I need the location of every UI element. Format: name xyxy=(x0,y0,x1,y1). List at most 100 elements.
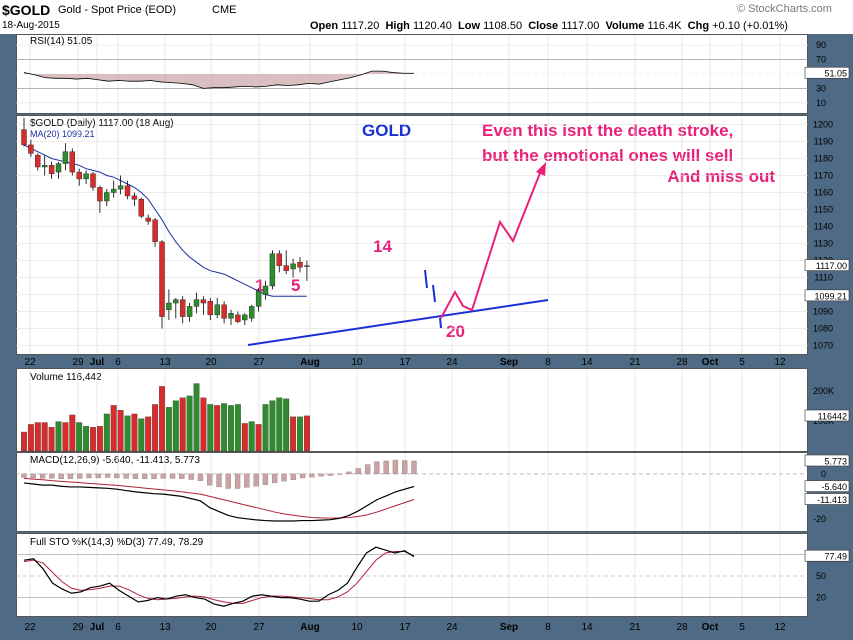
close-price-tag: 1117.00 xyxy=(816,261,847,271)
date-axis-label: 12 xyxy=(774,357,786,368)
volume-bar xyxy=(207,404,214,452)
candle-body xyxy=(62,151,69,164)
macd-histogram-bar xyxy=(21,473,27,478)
volume-bar xyxy=(55,421,62,452)
macd-value-tag: -5.640 xyxy=(821,482,847,492)
sto-axis-tick: 20 xyxy=(816,593,826,603)
date-axis-label: 20 xyxy=(205,357,217,368)
candle-body xyxy=(35,154,41,168)
date-axis-label-bottom: 10 xyxy=(351,622,363,633)
candle-body xyxy=(55,163,62,173)
date-axis-label-bottom: 22 xyxy=(24,622,36,633)
volume-bar xyxy=(76,422,83,452)
macd-histogram-bar xyxy=(234,473,241,489)
macd-histogram-bar xyxy=(364,464,371,475)
date-axis-label-bottom: Sep xyxy=(500,622,518,633)
macd-histogram-bar xyxy=(142,473,148,480)
macd-histogram-bar xyxy=(132,473,139,480)
date-axis-label: 29 xyxy=(72,357,84,368)
close-value: 1117.00 xyxy=(561,20,600,32)
rsi-axis-tick: 10 xyxy=(816,98,826,108)
candle-body xyxy=(276,253,282,266)
candle-body xyxy=(200,299,207,304)
macd-pane xyxy=(16,452,808,532)
macd-signal-tag: -11.413 xyxy=(817,495,847,505)
macd-signal-tag-box xyxy=(804,493,850,505)
macd-axis-tick: 0 xyxy=(821,469,826,479)
candle-body xyxy=(297,262,303,268)
price-axis-tick: 1160 xyxy=(814,188,833,198)
stockcharts-brand: © StockCharts.com xyxy=(737,3,832,15)
price-axis-tick: 1170 xyxy=(814,171,833,181)
sto-k-line xyxy=(23,546,415,607)
candle-body xyxy=(173,299,179,304)
support-trendline xyxy=(247,299,549,346)
volume-bar xyxy=(234,404,241,452)
volume-bar xyxy=(241,423,248,452)
macd-histogram-bar xyxy=(207,473,213,486)
projection-tick-1 xyxy=(424,269,428,289)
volume-bar xyxy=(34,422,41,452)
candle-body xyxy=(21,129,27,146)
volume-bar xyxy=(21,431,27,452)
macd-histogram-bar xyxy=(272,473,278,484)
macd-histogram-bar xyxy=(160,473,166,479)
candle-body xyxy=(104,192,110,202)
candle-body xyxy=(179,299,186,317)
volume-bar xyxy=(62,422,69,452)
price-axis-tick: 1140 xyxy=(814,222,833,232)
candle-body xyxy=(97,187,103,202)
macd-histogram-bar xyxy=(95,473,101,479)
date-axis-label-bottom: 13 xyxy=(159,622,171,633)
open-value: 1117.20 xyxy=(341,20,380,32)
volume-bar xyxy=(283,398,290,452)
macd-histogram-bar xyxy=(104,473,111,478)
volume-bar xyxy=(117,409,124,452)
chart-header: $GOLD Gold - Spot Price (EOD) CME 18-Aug… xyxy=(0,0,853,34)
date-axis-label-bottom: Aug xyxy=(300,622,319,633)
volume-bar xyxy=(200,397,207,452)
macd-histogram-bar xyxy=(225,473,231,489)
date-axis-label: 21 xyxy=(629,357,641,368)
rsi-line xyxy=(23,70,414,89)
date-axis-label-bottom: 6 xyxy=(115,622,121,633)
volume-label: Volume xyxy=(605,20,645,32)
date-axis-label-bottom: 27 xyxy=(253,622,265,633)
candle-body xyxy=(83,173,89,180)
candle-body xyxy=(283,265,289,271)
macd-histogram-bar xyxy=(346,471,352,475)
volume-bar xyxy=(290,416,297,452)
price-axis-tick: 1080 xyxy=(813,324,833,334)
date-axis-label: 10 xyxy=(351,357,363,368)
rsi-value-tag-box xyxy=(804,66,850,79)
rsi-axis-tick: 90 xyxy=(816,40,826,50)
date-axis-label-bottom: 12 xyxy=(774,622,786,633)
macd-histogram-bar xyxy=(123,473,129,479)
candle-body xyxy=(131,195,138,200)
macd-histogram-bar xyxy=(290,473,296,480)
date-axis-label: Sep xyxy=(500,357,518,368)
volume-bar xyxy=(269,400,276,452)
date-axis-label-bottom: 17 xyxy=(399,622,411,633)
candle-body xyxy=(145,217,151,222)
candle-body xyxy=(124,185,131,197)
candle-body xyxy=(186,306,193,317)
volume-bar xyxy=(152,404,159,452)
volume-bar xyxy=(96,426,103,452)
volume-bar xyxy=(228,405,234,452)
date-axis-label-bottom: 28 xyxy=(676,622,688,633)
price-axis-tick: 1180 xyxy=(814,154,833,164)
macd-hist-tag-box xyxy=(804,454,850,467)
candle-body xyxy=(117,185,124,190)
macd-histogram-bar xyxy=(67,473,74,480)
volume-bar xyxy=(131,413,138,452)
sto-axis-tick: 50 xyxy=(816,571,826,581)
low-label: Low xyxy=(458,20,481,32)
volume-bar xyxy=(48,427,55,452)
volume-bar xyxy=(172,400,179,452)
sto-d-line xyxy=(23,551,415,604)
candle-body xyxy=(235,314,241,322)
projected-path xyxy=(440,167,543,319)
date-axis-label-bottom: Jul xyxy=(90,622,105,633)
